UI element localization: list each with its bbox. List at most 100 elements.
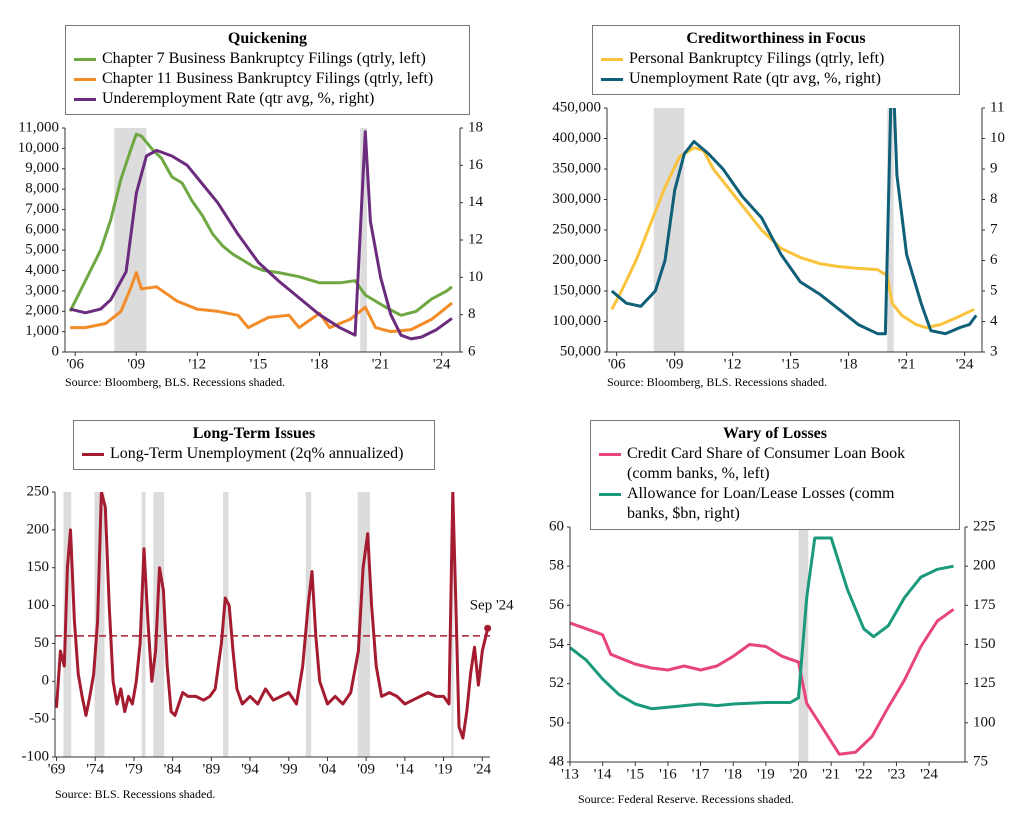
y-tick-label: 4,000 <box>25 262 59 278</box>
x-tick-label: '24 <box>473 761 491 777</box>
series-line <box>55 492 490 740</box>
y-tick-label: 100,000 <box>552 313 601 329</box>
recession-band <box>63 492 72 757</box>
x-tick-label: '14 <box>396 761 414 777</box>
y-tick-label: 6,000 <box>25 221 59 237</box>
y-tick-label: 58 <box>549 558 564 574</box>
y2-tick-label: 4 <box>990 313 998 329</box>
annotation: Sep '24 <box>470 598 514 614</box>
y2-tick-label: 225 <box>973 518 996 534</box>
x-tick-label: '22 <box>855 766 873 782</box>
y-tick-label: 1,000 <box>25 323 59 339</box>
legend-label: Credit Card Share of Consumer Loan Book … <box>627 445 906 482</box>
source-note: Source: Bloomberg, BLS. Recessions shade… <box>607 375 828 389</box>
y2-tick-label: 200 <box>973 558 996 574</box>
recession-band <box>887 108 894 352</box>
legend-entry: Chapter 11 Business Bankruptcy Filings (… <box>74 69 461 89</box>
y2-tick-label: 3 <box>990 343 998 359</box>
legend-swatch <box>74 58 96 61</box>
y-tick-label: 52 <box>549 675 564 691</box>
x-tick-label: '24 <box>433 356 451 372</box>
legend-entry: Chapter 7 Business Bankruptcy Filings (q… <box>74 49 461 69</box>
x-tick-label: '18 <box>724 766 742 782</box>
x-tick-label: '99 <box>280 761 298 777</box>
y2-tick-label: 8 <box>990 191 998 207</box>
legend-entry: Credit Card Share of Consumer Loan Book … <box>599 444 951 484</box>
y-tick-label: 150,000 <box>552 282 601 298</box>
x-tick-label: '04 <box>319 761 337 777</box>
y2-tick-label: 8 <box>468 306 476 322</box>
recession-band <box>357 492 371 757</box>
legend-entry: Allowance for Loan/Lease Losses (comm ba… <box>599 484 951 524</box>
y-tick-label: 7,000 <box>25 201 59 217</box>
legend-swatch <box>599 493 621 496</box>
y-tick-label: 200 <box>27 521 50 537</box>
x-tick-label: '18 <box>311 356 329 372</box>
legend-swatch <box>82 453 104 456</box>
x-tick-label: '12 <box>188 356 206 372</box>
x-tick-label: '13 <box>561 766 579 782</box>
y-tick-label: 50 <box>34 635 49 651</box>
y-tick-label: 450,000 <box>552 99 601 115</box>
y2-tick-label: 175 <box>973 597 996 613</box>
legend-swatch <box>74 98 96 101</box>
chart-title: Quickening <box>227 30 308 47</box>
x-tick-label: '14 <box>594 766 612 782</box>
legend: Wary of Losses Credit Card Share of Consu… <box>590 420 960 530</box>
series-line <box>570 536 954 711</box>
recession-band <box>305 492 312 757</box>
x-tick-label: '21 <box>372 356 390 372</box>
y-tick-label: 400,000 <box>552 130 601 146</box>
y-tick-label: 100 <box>27 597 50 613</box>
source-note: Source: Federal Reserve. Recessions shad… <box>578 792 794 806</box>
recession-band <box>360 128 367 352</box>
y-tick-label: 56 <box>549 597 565 613</box>
x-tick-label: '19 <box>757 766 775 782</box>
recession-band <box>141 492 146 757</box>
x-tick-label: '15 <box>626 766 644 782</box>
recession-band <box>153 492 165 757</box>
x-tick-label: '21 <box>898 356 916 372</box>
last-point <box>484 624 492 632</box>
legend-entry: Underemployment Rate (qtr avg, %, right) <box>74 89 461 109</box>
x-tick-label: '06 <box>66 356 84 372</box>
y2-tick-label: 6 <box>468 343 476 359</box>
x-tick-label: '09 <box>127 356 145 372</box>
y-tick-label: 54 <box>549 636 565 652</box>
x-tick-label: '69 <box>48 761 66 777</box>
y2-tick-label: 14 <box>468 194 484 210</box>
x-tick-label: '18 <box>840 356 858 372</box>
y-tick-label: 350,000 <box>552 160 601 176</box>
x-tick-label: '23 <box>888 766 906 782</box>
legend-swatch <box>599 453 621 456</box>
x-tick-label: '17 <box>692 766 710 782</box>
y2-tick-label: 9 <box>990 160 998 176</box>
y2-tick-label: 5 <box>990 282 998 298</box>
y2-tick-label: 10 <box>468 269 483 285</box>
x-tick-label: '09 <box>666 356 684 372</box>
y-tick-label: 11,000 <box>18 119 59 135</box>
legend-label: Unemployment Rate (qtr avg, %, right) <box>629 70 881 87</box>
legend: Long-Term Issues Long-Term Unemployment (… <box>73 420 435 470</box>
x-tick-label: '79 <box>125 761 143 777</box>
y-tick-label: 60 <box>549 518 564 534</box>
source-note: Source: BLS. Recessions shaded. <box>55 787 216 801</box>
y-tick-label: 10,000 <box>18 140 59 156</box>
y-tick-label: -100 <box>22 748 50 764</box>
y-tick-label: 9,000 <box>25 160 59 176</box>
y2-tick-label: 100 <box>973 714 996 730</box>
legend-label: Underemployment Rate (qtr avg, %, right) <box>102 90 375 107</box>
series-line <box>69 130 453 341</box>
x-tick-label: '74 <box>86 761 104 777</box>
y-tick-label: 3,000 <box>25 282 59 298</box>
y2-tick-label: 150 <box>973 636 996 652</box>
chart-title: Long-Term Issues <box>192 425 316 442</box>
recession-band <box>94 492 105 757</box>
x-tick-label: '15 <box>250 356 268 372</box>
legend: Creditworthiness in Focus Personal Bankru… <box>592 25 960 95</box>
legend-swatch <box>74 78 96 81</box>
legend-swatch <box>601 58 623 61</box>
y-tick-label: 250 <box>27 483 50 499</box>
